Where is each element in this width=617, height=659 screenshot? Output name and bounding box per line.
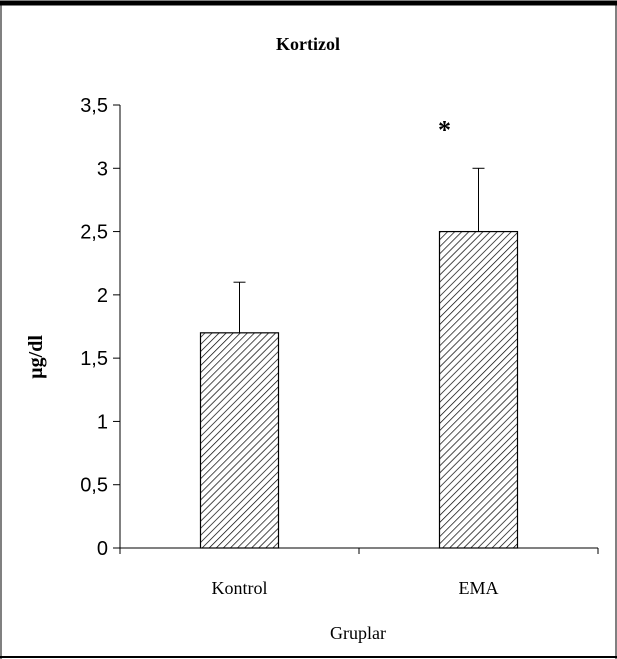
y-axis-label: µg/dl — [25, 335, 47, 379]
x-tick-label: EMA — [459, 578, 499, 598]
y-tick-label: 3,5 — [80, 95, 108, 117]
chart-title: Kortizol — [276, 34, 340, 54]
bar-kontrol — [199, 332, 280, 549]
y-tick-label: 2 — [97, 285, 108, 307]
bar-ema — [438, 230, 519, 549]
significance-asterisk: * — [438, 115, 451, 144]
y-tick-label: 2,5 — [80, 222, 108, 244]
x-tick-label: Kontrol — [212, 578, 268, 598]
bars — [199, 230, 519, 549]
significance-markers: * — [438, 115, 451, 144]
y-tick-label: 1 — [97, 411, 108, 433]
error-bars — [233, 167, 485, 333]
y-tick-label: 1,5 — [80, 348, 108, 370]
y-tick-label: 0 — [97, 538, 108, 560]
x-axis-label: Gruplar — [330, 623, 386, 643]
y-tick-label: 3 — [97, 158, 108, 180]
y-axis-ticks: 0 0,5 1 1,5 2 2,5 3 3,5 — [80, 95, 120, 560]
y-tick-label: 0,5 — [80, 475, 108, 497]
x-axis-ticks: Kontrol EMA — [119, 548, 599, 598]
